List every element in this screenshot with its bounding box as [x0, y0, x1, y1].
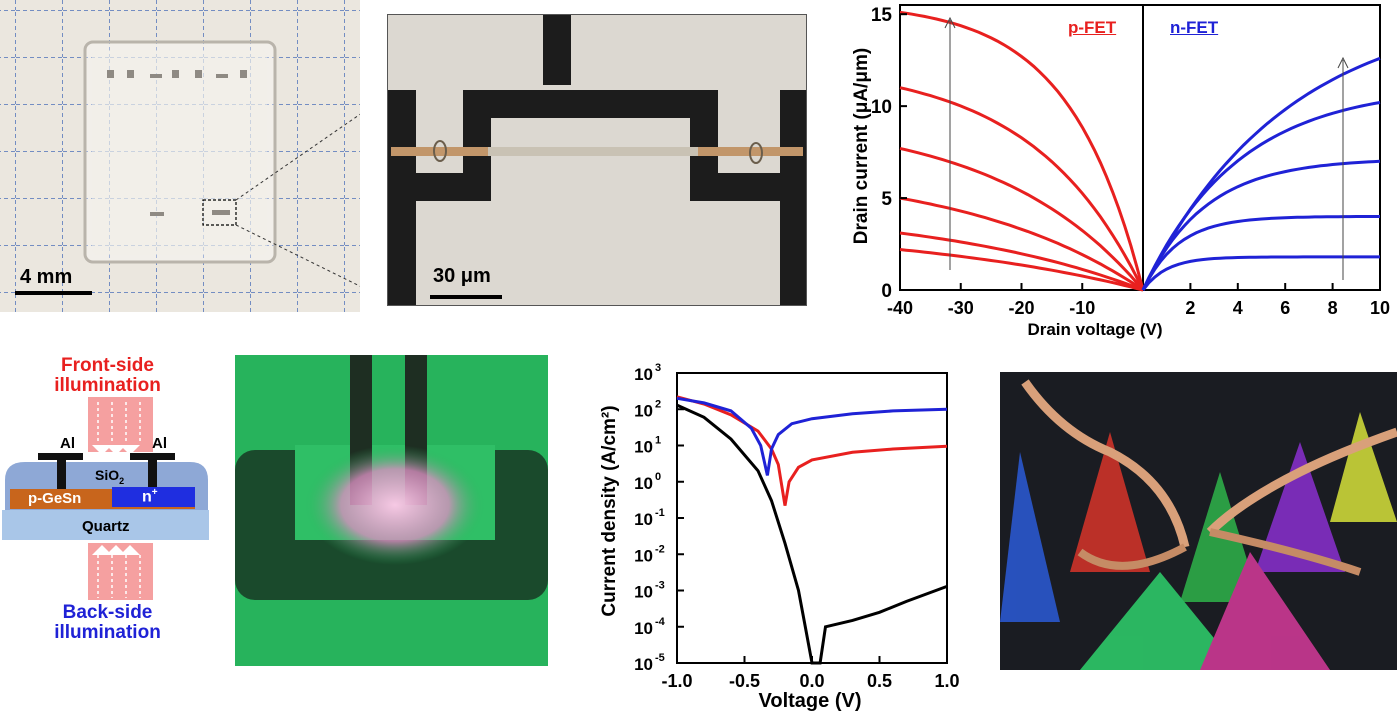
iv-curve [676, 395, 948, 506]
quartz-label: Quartz [82, 518, 130, 535]
emission-graphic [235, 355, 548, 666]
fet-xtick-label: -30 [948, 298, 974, 318]
device-schematic: Front-side illumination Al Al SiO2 p-GeS… [0, 350, 215, 650]
pfet-arrowhead [944, 16, 956, 29]
fet-output-chart: 0 5 10 15 -40 -30 -20 -10 2 4 6 8 10 Drain current (… [840, 0, 1397, 345]
fet-chart-svg: 0 5 10 15 -40 -30 -20 -10 2 4 6 8 10 [871, 4, 1390, 318]
iv-ytick-exp: -1 [655, 507, 665, 519]
nfet-curve [1141, 56, 1381, 291]
fet-xtick-label: 10 [1370, 298, 1390, 318]
fet-xtick-label: 6 [1280, 298, 1290, 318]
iv-ytick-exp: -4 [655, 616, 666, 628]
iv-xlabel: Voltage (V) [758, 690, 862, 712]
iv-ylabel: Current density (A/cm²) [599, 405, 620, 617]
pfet-label: p-FET [1068, 18, 1117, 37]
iv-ytick-base: 10 [634, 474, 653, 493]
fet-ylabel: Drain current (μA/μm) [851, 47, 872, 245]
iv-curve [676, 396, 948, 476]
pfet-curve [899, 196, 1144, 292]
iv-ytick-base: 10 [634, 655, 653, 674]
front-illumination-label: Front-side illumination [0, 356, 215, 396]
emission-image [235, 355, 548, 666]
pfet-curve [899, 10, 1145, 291]
sio2-text: SiO [95, 467, 120, 483]
sio2-sub: 2 [119, 475, 125, 486]
device-micrograph: 30 μm [387, 14, 807, 306]
nfet-arrowhead [1337, 56, 1349, 69]
iv-ytick-exp: 0 [655, 471, 661, 483]
iv-ytick-base: 10 [634, 510, 653, 529]
nfet-curve [1141, 159, 1381, 291]
front-label-line1: Front-side [61, 355, 154, 376]
fet-ytick-label: 0 [881, 281, 892, 302]
probe-photo-graphic [1000, 372, 1397, 670]
chip-photo-graphic [0, 0, 360, 312]
iv-ytick-exp: -3 [655, 580, 665, 592]
pfet-curve [899, 248, 1144, 292]
al-right-label: Al [152, 435, 167, 452]
nfet-curve [1141, 255, 1380, 291]
nfet-curve [1141, 101, 1381, 291]
pfet-curve [899, 86, 1145, 291]
iv-ytick-exp: 3 [655, 362, 661, 374]
iv-ytick-base: 10 [634, 619, 653, 638]
iv-ytick-base: 10 [634, 365, 653, 384]
iv-curve [676, 403, 948, 665]
iv-ytick-base: 10 [634, 401, 653, 420]
fet-plot-frame [899, 4, 1381, 291]
iv-ytick-exp: -2 [655, 543, 665, 555]
iv-ytick-exp: 1 [655, 435, 661, 447]
front-label-line2: illumination [54, 375, 161, 396]
pfet-curve [899, 231, 1144, 292]
iv-xtick-label: 0.0 [799, 671, 824, 691]
sio2-label: SiO2 [95, 467, 124, 486]
n-text: n [142, 488, 152, 506]
fet-xtick-label: 2 [1185, 298, 1195, 318]
back-label-line2: illumination [54, 622, 161, 643]
back-illumination-label: Back-side illumination [0, 603, 215, 643]
iv-ytick-base: 10 [634, 583, 653, 602]
iv-plot-frame [676, 372, 948, 664]
micrograph-scale-label: 30 μm [433, 265, 491, 287]
chip-photo: 4 mm [0, 0, 360, 312]
al-left-label: Al [60, 435, 75, 452]
fet-ytick-label: 10 [871, 97, 892, 118]
micrograph-graphic [388, 15, 806, 305]
iv-ytick-base: 10 [634, 438, 653, 457]
fet-xtick-label: -40 [887, 298, 913, 318]
iv-ytick-exp: 2 [655, 398, 661, 410]
iv-ytick-base: 10 [634, 546, 653, 565]
schematic-graphic [2, 397, 209, 600]
fet-ytick-label: 5 [881, 189, 892, 210]
probe-photo [1000, 372, 1397, 670]
chip-scale-label: 4 mm [20, 266, 73, 288]
p-region-label: p-GeSn [28, 490, 82, 507]
fet-xtick-label: 8 [1328, 298, 1338, 318]
nfet-label: n-FET [1170, 18, 1219, 37]
iv-ytick-exp: -5 [655, 652, 665, 664]
fet-xtick-label: -10 [1069, 298, 1095, 318]
iv-xtick-label: 1.0 [934, 671, 959, 691]
iv-xtick-label: 0.5 [867, 671, 892, 691]
iv-chart: 10 -5 10 -4 10 -3 10 -2 10 -1 10 0 10 1 10 2 10 3 -1.0 -0.5… [590, 355, 970, 720]
nfet-curve [1141, 215, 1380, 291]
iv-xtick-label: -0.5 [729, 671, 760, 691]
n-sup: + [151, 487, 158, 498]
n-region-label: n+ [142, 487, 158, 506]
fet-xtick-label: -20 [1008, 298, 1034, 318]
pfet-curve [899, 146, 1145, 291]
iv-xtick-label: -1.0 [661, 671, 692, 691]
fet-xtick-label: 4 [1233, 298, 1243, 318]
fet-xlabel: Drain voltage (V) [1027, 320, 1163, 339]
back-label-line1: Back-side [62, 602, 153, 623]
fet-ytick-label: 15 [871, 5, 893, 26]
